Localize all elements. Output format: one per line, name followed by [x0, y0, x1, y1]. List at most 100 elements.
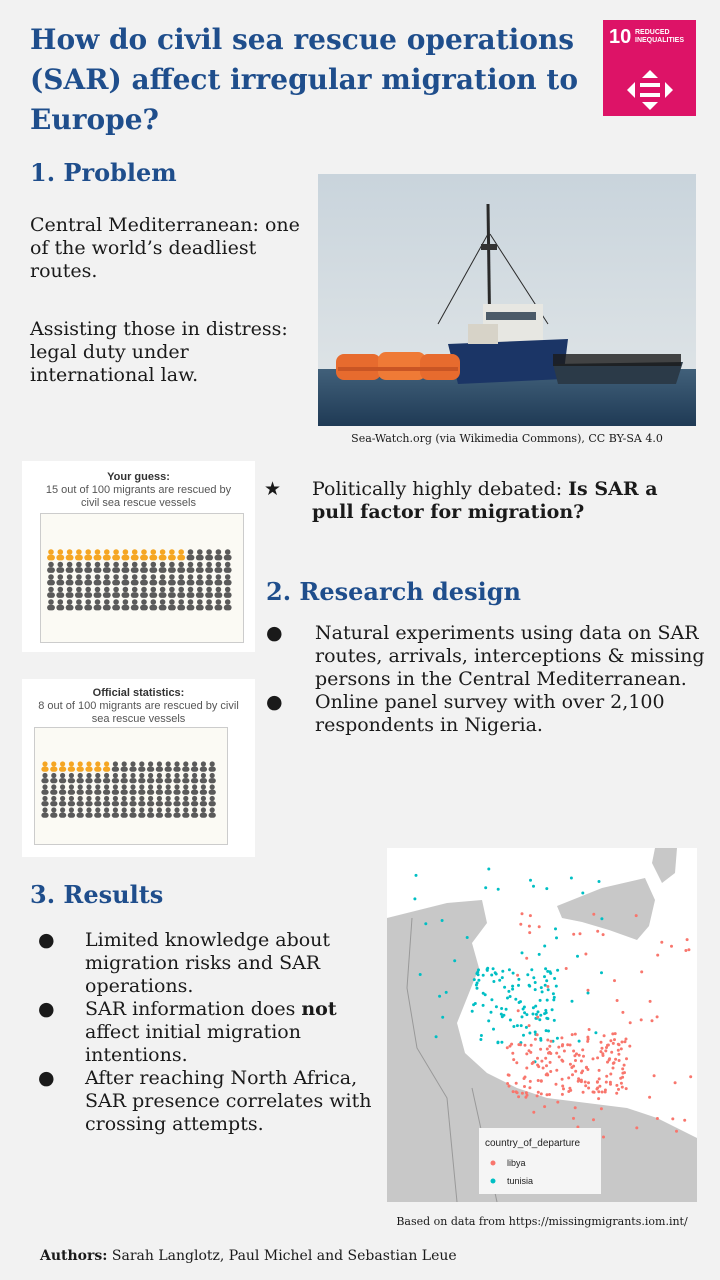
tunisia-departure-point: [472, 978, 476, 982]
list-item: ● Limited knowledge about migration risks…: [38, 929, 378, 998]
legend-label-tunisia: tunisia: [507, 1176, 533, 1186]
tunisia-departure-point: [547, 1029, 550, 1033]
person-icon: [186, 599, 195, 611]
libya-departure-point: [527, 1049, 531, 1053]
libya-departure-point: [624, 1087, 628, 1091]
person-icon: [149, 586, 158, 598]
authors-names: Sarah Langlotz, Paul Michel and Sebastia…: [111, 1248, 457, 1264]
tunisia-departure-point: [545, 979, 549, 983]
person-icon: [195, 586, 204, 598]
libya-departure-point: [617, 1059, 621, 1062]
tunisia-departure-point: [536, 1010, 540, 1014]
person-icon: [67, 784, 76, 795]
libya-departure-point: [591, 1057, 595, 1061]
person-icon: [120, 772, 128, 784]
person-icon: [208, 761, 216, 772]
person-icon: [50, 795, 58, 807]
person-icon: [112, 549, 121, 561]
tunisia-departure-point: [556, 968, 560, 972]
person-icon: [190, 784, 199, 795]
person-icon: [84, 599, 93, 611]
person-icon: [173, 772, 181, 784]
libya-departure-point: [586, 1068, 590, 1071]
person-icon: [76, 772, 84, 784]
person-icon: [58, 795, 67, 807]
tunisia-departure-point: [484, 886, 488, 890]
person-icon: [129, 761, 137, 772]
person-icon: [56, 586, 65, 598]
tunisia-departure-point: [508, 995, 512, 998]
tunisia-departure-point: [569, 876, 573, 880]
tunisia-departure-point: [493, 971, 497, 975]
person-icon: [47, 574, 55, 586]
libya-departure-point: [620, 1040, 624, 1044]
person-icon: [47, 561, 55, 573]
libya-departure-point: [604, 1049, 608, 1053]
person-icon: [93, 574, 102, 586]
person-icon: [199, 795, 208, 807]
libya-departure-point: [573, 1106, 577, 1110]
person-icon: [138, 795, 146, 807]
tunisia-departure-point: [441, 1015, 445, 1019]
libya-departure-point: [517, 1043, 521, 1047]
problem-text-2: Assisting those in distress: legal duty …: [30, 318, 288, 386]
libya-departure-point: [511, 1090, 515, 1094]
tunisia-departure-point: [500, 1040, 504, 1044]
tunisia-departure-point: [523, 1011, 527, 1015]
libya-departure-point: [519, 922, 523, 926]
tunisia-departure-point: [597, 880, 601, 883]
person-icon: [186, 549, 195, 561]
libya-departure-point: [602, 1135, 605, 1139]
libya-departure-point: [596, 929, 600, 933]
libya-departure-point: [600, 1090, 604, 1094]
libya-departure-point: [585, 1065, 588, 1069]
libya-departure-point: [579, 1078, 583, 1082]
tunisia-departure-point: [550, 1008, 554, 1012]
tunisia-departure-point: [532, 976, 536, 980]
person-icon: [85, 784, 93, 795]
libya-departure-point: [528, 931, 532, 935]
authors-label: Authors:: [40, 1248, 108, 1264]
person-icon: [155, 795, 164, 807]
tunisia-departure-point: [538, 1018, 542, 1022]
libya-departure-point: [539, 1079, 543, 1083]
tunisia-departure-point: [546, 1017, 550, 1021]
tunisia-departure-point: [501, 969, 505, 973]
libya-departure-point: [621, 1010, 625, 1014]
libya-departure-point: [566, 1043, 570, 1047]
libya-departure-point: [554, 1082, 558, 1086]
libya-departure-point: [655, 1015, 659, 1019]
libya-departure-point: [619, 1076, 623, 1080]
tunisia-departure-point: [522, 1033, 525, 1037]
person-icon: [41, 795, 49, 807]
libya-departure-point: [556, 1100, 560, 1104]
person-icon: [177, 561, 186, 573]
tunisia-departure-point: [533, 981, 537, 984]
tunisia-departure-point: [548, 970, 552, 974]
libya-departure-point: [605, 1046, 608, 1049]
guess-people-grid: [47, 549, 232, 611]
tunisia-departure-point: [526, 973, 530, 977]
libya-departure-point: [621, 1067, 625, 1071]
libya-departure-point: [684, 949, 688, 952]
person-icon: [111, 772, 120, 784]
tunisia-departure-point: [502, 1013, 506, 1017]
person-icon: [112, 574, 121, 586]
person-icon: [177, 574, 186, 586]
tunisia-departure-point: [496, 1040, 500, 1044]
libya-departure-point: [579, 1059, 583, 1063]
libya-departure-point: [601, 1054, 605, 1057]
libya-departure-point: [520, 1091, 524, 1095]
tunisia-departure-point: [434, 1035, 438, 1039]
person-icon: [121, 586, 130, 598]
libya-departure-point: [514, 1081, 518, 1085]
person-icon: [167, 599, 176, 611]
libya-departure-point: [544, 1073, 548, 1077]
person-icon: [182, 761, 190, 772]
official-icon-panel: [34, 727, 228, 845]
libya-departure-point: [591, 1090, 595, 1094]
libya-departure-point: [628, 1044, 632, 1048]
tunisia-departure-point: [498, 978, 502, 982]
rescue-ship-photo: [318, 174, 696, 426]
libya-departure-point: [529, 1043, 533, 1047]
